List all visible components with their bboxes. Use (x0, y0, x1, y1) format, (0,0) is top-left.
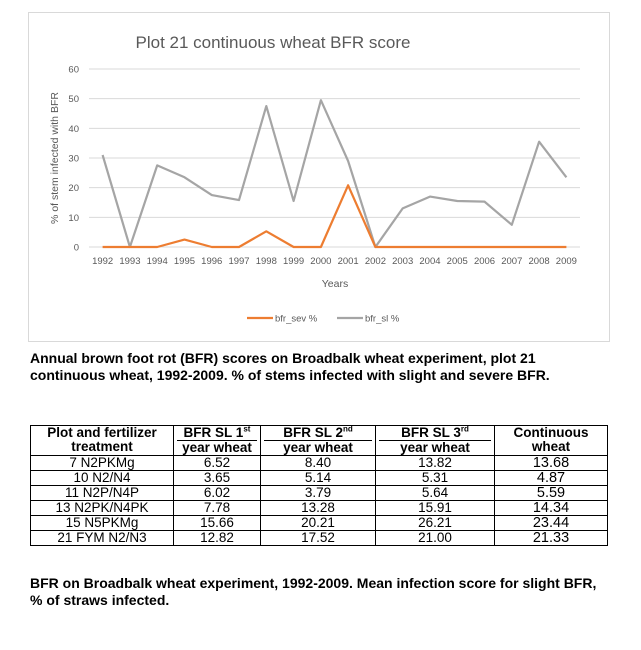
chart-caption: Annual brown foot rot (BFR) scores on Br… (30, 350, 610, 384)
chart-container: Plot 21 continuous wheat BFR score 0 10 20 3… (28, 12, 610, 342)
table-cell: 6.02 (173, 485, 261, 501)
table-cell: 15.66 (173, 515, 261, 531)
table-row: 7 N2PKMg 6.52 8.40 13.82 13.68 (30, 455, 608, 471)
table-cell: 26.21 (375, 515, 495, 531)
header-text: BFR SL 3 (401, 425, 461, 440)
chart-caption-line-1: Annual brown foot rot (BFR) scores on Br… (30, 350, 536, 366)
series-line-bfr-sl-- (101, 99, 568, 249)
x-tick-label: 2008 (529, 256, 550, 267)
x-tick-label: 1999 (283, 256, 304, 267)
table-cell: 15 N5PKMg (30, 515, 174, 531)
table-cell: 12.82 (173, 530, 261, 546)
table-cell: 21.00 (375, 530, 495, 546)
table-cell: 14.34 (494, 500, 608, 516)
x-tick-label: 1995 (174, 256, 195, 267)
x-tick-label: 2009 (556, 256, 577, 267)
header-text: BFR SL 1 (183, 425, 244, 440)
x-tick-label: 1997 (228, 256, 249, 267)
header-line: year wheat (264, 440, 372, 455)
header-sup: nd (342, 424, 353, 434)
table-row: 11 N2P/N4P 6.02 3.79 5.64 5.59 (30, 485, 608, 501)
table-header-row: Plot and fertilizer treatment BFR SL 1st… (30, 424, 608, 456)
header-sup: rd (460, 424, 469, 434)
line-chart: Plot 21 continuous wheat BFR score 0 10 20 3… (49, 33, 580, 325)
table-cell: 13.68 (494, 455, 608, 471)
table-row: 15 N5PKMg 15.66 20.21 26.21 23.44 (30, 515, 608, 531)
x-tick-label: 1998 (256, 256, 277, 267)
chart-caption-line-2: continuous wheat, 1992-2009. % of stems … (30, 367, 550, 383)
table-cell: 3.65 (173, 470, 261, 486)
table-cell: 3.79 (260, 485, 376, 501)
table-row: 21 FYM N2/N3 12.82 17.52 21.00 21.33 (30, 530, 608, 546)
header-sup: st (243, 424, 251, 434)
y-tick-label: 0 (74, 243, 79, 254)
table-cell: 5.64 (375, 485, 495, 501)
table-cell: 17.52 (260, 530, 376, 546)
legend-label: bfr_sev % (275, 314, 318, 325)
table-cell: 6.52 (173, 455, 261, 471)
table-cell: 11 N2P/N4P (30, 485, 174, 501)
x-tick-label: 1993 (119, 256, 140, 267)
header-sl-3rd: BFR SL 3rd year wheat (375, 424, 495, 456)
table-cell: 21 FYM N2/N3 (30, 530, 174, 546)
table-cell: 21.33 (494, 530, 608, 546)
bfr-table: Plot and fertilizer treatment BFR SL 1st… (30, 425, 608, 546)
y-tick-label: 60 (68, 65, 79, 76)
x-tick-label: 1994 (147, 256, 168, 267)
header-sl-2nd: BFR SL 2nd year wheat (260, 424, 376, 456)
header-sl-1st: BFR SL 1st year wheat (173, 424, 261, 456)
x-tick-label: 2007 (501, 256, 522, 267)
y-tick-label: 50 (68, 94, 79, 105)
table-cell: 4.87 (494, 470, 608, 486)
y-tick-label: 30 (68, 154, 79, 165)
table-cell: 23.44 (494, 515, 608, 531)
x-tick-label: 1992 (92, 256, 113, 267)
header-line: wheat (531, 439, 571, 454)
table-cell: 10 N2/N4 (30, 470, 174, 486)
header-line: BFR SL 2nd (264, 424, 372, 440)
table-cell: 7.78 (173, 500, 261, 516)
table-cell: 5.59 (494, 485, 608, 501)
x-tick-label: 2003 (392, 256, 413, 267)
table-cell: 20.21 (260, 515, 376, 531)
header-line: Continuous (513, 425, 589, 440)
table-row: 10 N2/N4 3.65 5.14 5.31 4.87 (30, 470, 608, 486)
x-axis-title: Years (322, 278, 348, 290)
header-line: BFR SL 1st (177, 424, 257, 440)
x-tick-label: 2000 (310, 256, 331, 267)
header-continuous: Continuous wheat (494, 425, 608, 456)
x-tick-label: 2002 (365, 256, 386, 267)
header-line: year wheat (177, 440, 257, 455)
table-caption-line-1: BFR on Broadbalk wheat experiment, 1992-… (30, 575, 597, 591)
series-line-bfr-sev-- (102, 184, 567, 249)
x-tick-label: 2005 (447, 256, 468, 267)
header-line: BFR SL 3rd (379, 424, 491, 440)
chart-title: Plot 21 continuous wheat BFR score (136, 33, 411, 52)
y-axis-title: % of stem infected with BFR (49, 92, 61, 224)
table-cell: 7 N2PKMg (30, 455, 174, 471)
y-tick-label: 40 (68, 124, 79, 135)
y-tick-label: 10 (68, 213, 79, 224)
table-caption: BFR on Broadbalk wheat experiment, 1992-… (30, 575, 630, 609)
table-cell: 13.82 (375, 455, 495, 471)
x-tick-label: 2004 (419, 256, 440, 267)
y-tick-label: 20 (68, 183, 79, 194)
header-text: BFR SL 2 (283, 425, 343, 440)
header-plot-treatment: Plot and fertilizer treatment (30, 425, 174, 456)
table-cell: 5.31 (375, 470, 495, 486)
table-cell: 13 N2PK/N4PK (30, 500, 174, 516)
table-cell: 5.14 (260, 470, 376, 486)
table-cell: 8.40 (260, 455, 376, 471)
x-tick-label: 2001 (338, 256, 359, 267)
header-line: year wheat (379, 440, 491, 455)
x-tick-label: 1996 (201, 256, 222, 267)
table-cell: 13.28 (260, 500, 376, 516)
table-cell: 15.91 (375, 500, 495, 516)
header-line: Plot and fertilizer (47, 425, 157, 440)
x-tick-label: 2006 (474, 256, 495, 267)
header-line: treatment (71, 439, 133, 454)
table-caption-line-2: % of straws infected. (30, 592, 170, 608)
table-row: 13 N2PK/N4PK 7.78 13.28 15.91 14.34 (30, 500, 608, 516)
legend-label: bfr_sl % (365, 314, 400, 325)
